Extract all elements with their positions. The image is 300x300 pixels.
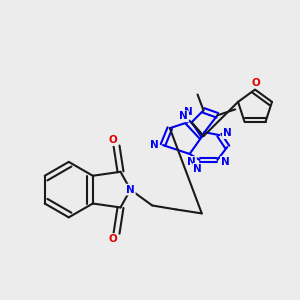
Text: N: N [179,111,188,121]
Text: N: N [221,157,230,167]
Text: N: N [193,164,202,174]
Text: N: N [150,140,158,150]
Text: O: O [252,78,260,88]
Text: N: N [187,157,196,167]
Text: O: O [108,135,117,145]
Text: O: O [108,234,117,244]
Text: N: N [184,107,193,117]
Text: N: N [223,128,232,138]
Text: N: N [126,184,135,195]
